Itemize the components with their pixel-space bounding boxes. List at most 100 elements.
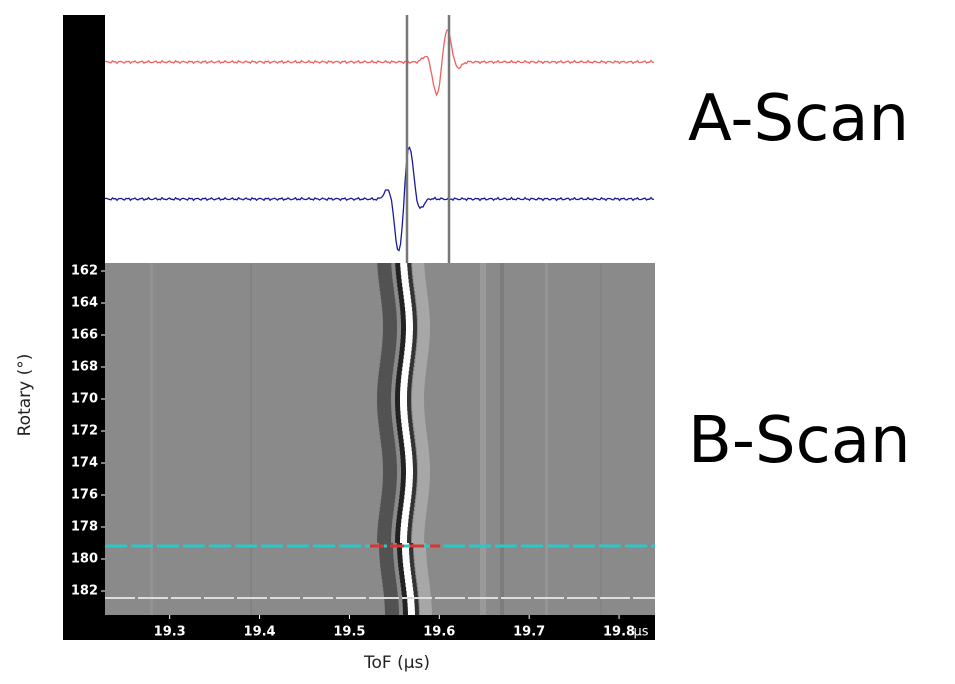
- echo-dark: [395, 415, 401, 419]
- echo-dark: [382, 487, 397, 491]
- y-axis-label: Rotary (°): [15, 354, 35, 437]
- echo-dark: [380, 355, 395, 359]
- echo-dark: [402, 611, 408, 615]
- echo-bright: [403, 355, 411, 359]
- echo-light: [412, 535, 425, 539]
- echo-dark: [382, 335, 397, 339]
- echo-dark: [409, 367, 414, 371]
- echo-bright: [403, 435, 411, 439]
- echo-bright: [402, 511, 410, 515]
- y-tick-label: 172: [71, 424, 98, 439]
- echo-light: [412, 411, 425, 415]
- echo-light: [415, 359, 428, 363]
- echo-bright: [403, 503, 411, 507]
- echo-dark: [407, 403, 412, 407]
- echo-dark: [379, 551, 394, 555]
- echo-bright: [405, 459, 413, 463]
- echo-light: [417, 319, 430, 323]
- echo-dark: [382, 455, 397, 459]
- echo-dark: [395, 527, 401, 531]
- echo-dark: [378, 419, 393, 423]
- echo-bright: [402, 547, 410, 551]
- echo-dark: [382, 463, 397, 467]
- echo-bright: [400, 271, 408, 275]
- echo-dark: [411, 575, 416, 579]
- echo-bright: [405, 579, 413, 583]
- echo-dark: [410, 295, 415, 299]
- echo-dark: [378, 279, 393, 283]
- echo-dark: [379, 283, 394, 287]
- echo-dark: [377, 399, 392, 403]
- echo-dark: [400, 323, 406, 327]
- echo-dark: [400, 335, 406, 339]
- echo-dark: [407, 391, 412, 395]
- echo-dark: [382, 475, 397, 479]
- echo-dark: [398, 435, 404, 439]
- echo-bright: [401, 375, 409, 379]
- echo-bright: [400, 267, 408, 271]
- echo-dark: [409, 551, 414, 555]
- echo-dark: [398, 291, 404, 295]
- echo-light: [415, 503, 428, 507]
- echo-light: [418, 591, 431, 595]
- echo-bright: [400, 523, 408, 527]
- echo-bright: [405, 479, 413, 483]
- x-axis-label: ToF (µs): [363, 653, 430, 673]
- echo-dark: [378, 371, 393, 375]
- echo-light: [414, 547, 427, 551]
- echo-light: [419, 599, 432, 603]
- echo-light: [415, 499, 428, 503]
- echo-dark: [412, 451, 417, 455]
- y-tick-label: 180: [71, 552, 98, 567]
- a-scan-panel: [105, 15, 655, 263]
- echo-bright: [402, 507, 410, 511]
- echo-bright: [402, 367, 410, 371]
- echo-dark: [410, 291, 415, 295]
- echo-dark: [380, 291, 395, 295]
- echo-dark: [381, 447, 396, 451]
- echo-dark: [407, 267, 412, 271]
- echo-light: [417, 339, 430, 343]
- echo-dark: [409, 511, 414, 515]
- echo-dark: [399, 351, 405, 355]
- echo-dark: [400, 579, 406, 583]
- echo-bright: [400, 531, 408, 535]
- echo-dark: [396, 515, 402, 519]
- echo-dark: [407, 411, 412, 415]
- echo-dark: [383, 587, 398, 591]
- echo-dark: [399, 447, 405, 451]
- echo-light: [414, 287, 427, 291]
- echo-dark: [382, 451, 397, 455]
- echo-bright: [405, 583, 413, 587]
- echo-dark: [395, 383, 401, 387]
- echo-dark: [397, 431, 403, 435]
- echo-dark: [380, 295, 395, 299]
- echo-bright: [400, 415, 408, 419]
- echo-dark: [379, 555, 394, 559]
- echo-bright: [403, 295, 411, 299]
- echo-light: [412, 531, 425, 535]
- echo-dark: [399, 299, 405, 303]
- echo-light: [414, 555, 427, 559]
- echo-bright: [406, 587, 414, 591]
- echo-dark: [395, 531, 401, 535]
- echo-bright: [404, 299, 412, 303]
- echo-bright: [400, 263, 408, 267]
- echo-bright: [400, 535, 408, 539]
- echo-bright: [405, 307, 413, 311]
- echo-dark: [411, 299, 416, 303]
- echo-dark: [395, 523, 401, 527]
- echo-dark: [412, 343, 417, 347]
- echo-dark: [378, 515, 393, 519]
- echo-dark: [411, 303, 416, 307]
- echo-dark: [407, 263, 412, 267]
- echo-light: [416, 571, 429, 575]
- texture-band: [500, 263, 504, 615]
- echo-dark: [399, 575, 405, 579]
- echo-light: [415, 567, 428, 571]
- echo-dark: [377, 411, 392, 415]
- echo-dark: [381, 575, 396, 579]
- echo-dark: [408, 515, 413, 519]
- echo-dark: [407, 415, 412, 419]
- echo-light: [417, 483, 430, 487]
